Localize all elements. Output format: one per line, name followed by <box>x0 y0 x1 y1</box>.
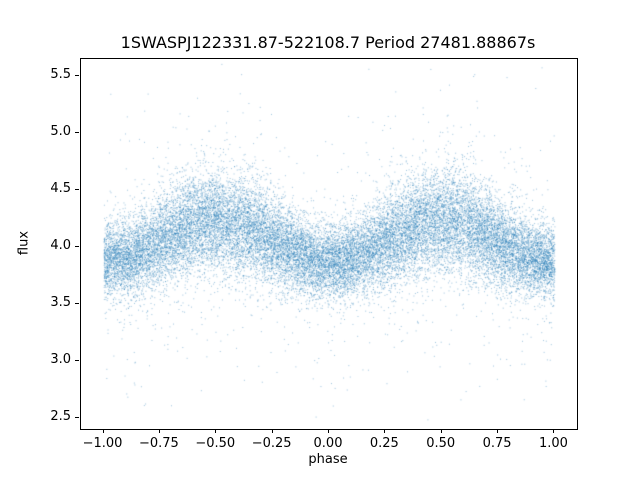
x-tick-mark <box>271 429 273 433</box>
y-tick-mark <box>75 188 79 190</box>
y-tick-label: 2.5 <box>50 408 71 424</box>
x-tick-mark <box>553 429 555 433</box>
x-axis-label: phase <box>308 452 348 467</box>
x-tick-mark <box>384 429 386 433</box>
y-tick-mark <box>75 416 79 418</box>
y-tick-label: 4.5 <box>50 180 71 196</box>
y-tick-label: 5.0 <box>50 124 71 139</box>
x-tick-label: −0.25 <box>251 436 292 451</box>
x-tick-label: −1.00 <box>82 436 123 451</box>
x-tick-mark <box>440 429 442 433</box>
y-tick-mark <box>75 132 79 133</box>
x-tick-mark <box>158 429 160 433</box>
x-tick-mark <box>328 429 329 433</box>
x-tick-label: 0.25 <box>369 436 399 451</box>
x-tick-label: −0.50 <box>195 436 236 451</box>
y-tick-label: 4.0 <box>50 237 71 253</box>
x-tick-label: 0.00 <box>313 436 343 451</box>
y-axis-label: flux <box>16 230 32 256</box>
x-tick-mark <box>102 429 104 433</box>
x-tick-mark <box>215 429 217 433</box>
y-tick-mark <box>75 359 79 361</box>
y-tick-label: 3.5 <box>50 294 71 310</box>
x-tick-label: 1.00 <box>538 436 568 451</box>
y-tick-mark <box>75 302 79 304</box>
x-tick-label: −0.75 <box>138 436 179 451</box>
y-tick-mark <box>75 245 79 247</box>
scatter-points <box>81 59 577 429</box>
x-tick-mark <box>497 429 499 433</box>
x-tick-label: 0.75 <box>482 436 512 451</box>
y-tick-label: 5.5 <box>50 67 71 83</box>
y-tick-mark <box>75 75 79 77</box>
x-tick-label: 0.50 <box>426 436 456 451</box>
plot-title: 1SWASPJ122331.87-522108.7 Period 27481.8… <box>120 33 536 52</box>
plot-area <box>80 58 578 430</box>
y-tick-label: 3.0 <box>50 351 71 367</box>
